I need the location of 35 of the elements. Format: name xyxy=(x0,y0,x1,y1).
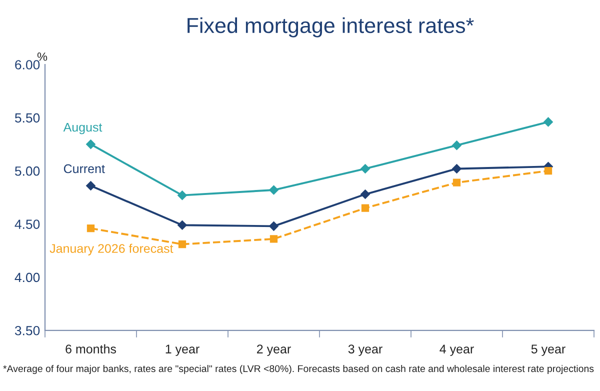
chart-title: Fixed mortgage interest rates* xyxy=(188,17,474,38)
text: *Average of four major banks, rates are "special" rates (LVR <80%). Forecasts based on cash rate and wholesale interest rate projections xyxy=(3,364,594,374)
x-tick-label: 6 months xyxy=(66,344,116,354)
x-tick-label: 1 year xyxy=(166,344,200,356)
x-tick-label: 4 year xyxy=(440,344,474,356)
x-tick-label: 2 year xyxy=(257,344,291,356)
point xyxy=(544,117,553,127)
point xyxy=(452,178,461,186)
series-label: Current xyxy=(64,164,105,174)
point xyxy=(178,190,187,200)
y-tick-label: 3.50 xyxy=(14,326,40,336)
point xyxy=(361,204,370,212)
point xyxy=(270,235,278,243)
x-tick-label: 5 year xyxy=(531,344,566,356)
point xyxy=(544,167,552,175)
y-tick-label: 4.00 xyxy=(14,272,40,282)
point xyxy=(269,222,278,231)
point xyxy=(360,190,370,199)
point xyxy=(452,140,462,150)
point xyxy=(452,164,462,174)
point xyxy=(178,240,186,248)
y-axis-title: % xyxy=(37,52,48,61)
y-tick-label: 6.00 xyxy=(15,60,40,70)
point xyxy=(269,185,278,195)
y-tick-label: 5.00 xyxy=(14,166,40,176)
point xyxy=(86,224,95,232)
point xyxy=(86,140,96,149)
point xyxy=(360,164,370,174)
y-tick-label: 5.50 xyxy=(14,113,40,123)
point xyxy=(178,220,187,230)
x-tick-label: 3 year xyxy=(348,344,382,356)
y-tick-label: 4.50 xyxy=(14,220,40,229)
series-label: January 2026 forecast xyxy=(50,244,174,256)
series-label: August xyxy=(63,122,102,134)
point xyxy=(86,181,96,190)
